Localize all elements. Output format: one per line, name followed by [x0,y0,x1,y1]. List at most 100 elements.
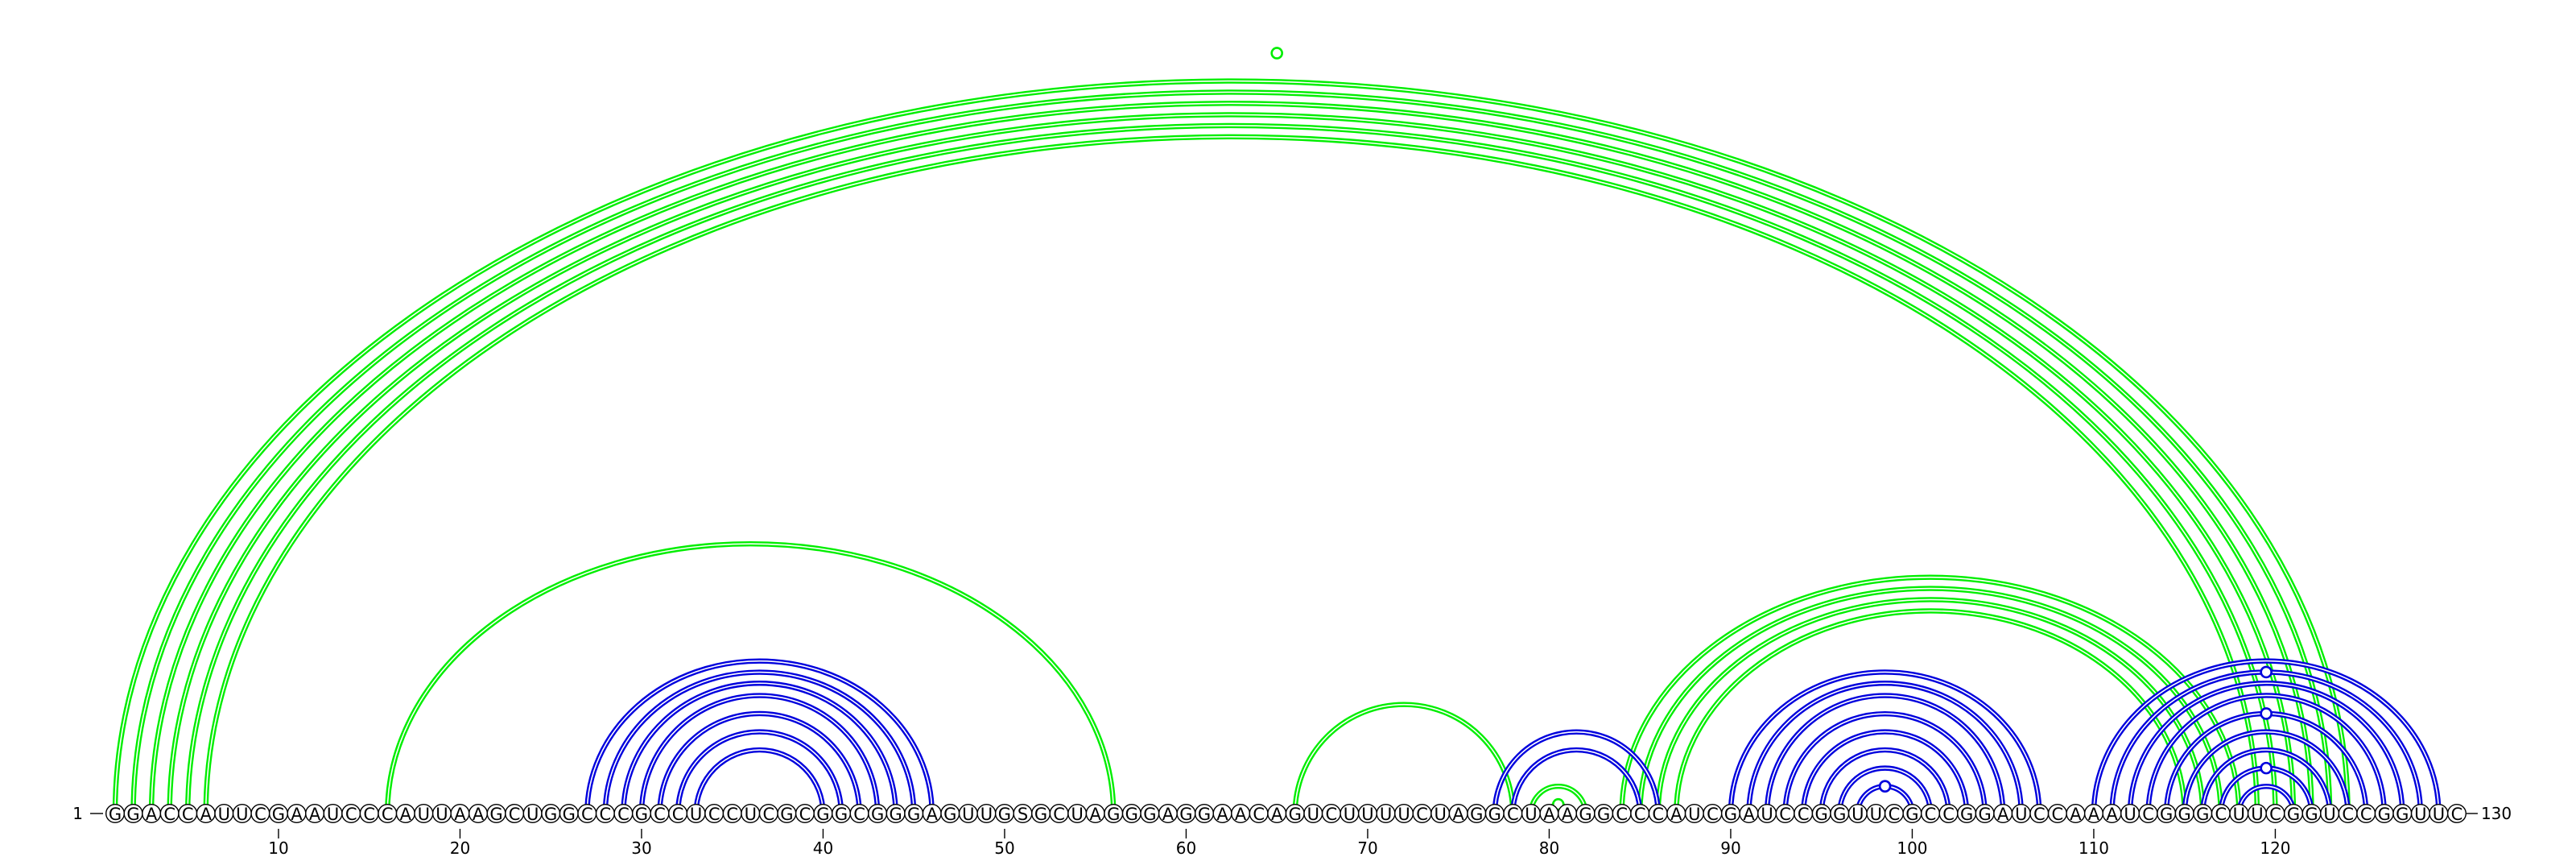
nucleotide: U [1866,804,1886,824]
nucleotide-letter: U [2323,805,2335,824]
nucleotide-letter: G [890,805,902,824]
nucleotide: G [1975,804,1995,824]
nucleotide: C [1938,804,1959,824]
axis-tick-label: 50 [994,838,1014,857]
nucleotide: C [650,804,670,824]
nucleotide: A [1448,804,1468,824]
nucleotide: A [1267,804,1287,824]
axis-tick-label: 100 [1897,838,1927,857]
nucleotide: G [831,804,851,824]
nucleotide: U [958,804,978,824]
nucleotide-letter: C [1798,805,1810,824]
nucleotide: S [1013,804,1033,824]
nucleotide: G [1467,804,1487,824]
nucleotide-letter: C [1652,805,1664,824]
nucleotide: U [323,804,343,824]
nucleotide: U [1340,804,1360,824]
nucleotide: U [522,804,543,824]
blue-pair-arc-core [1784,713,1986,814]
nucleotide: G [2374,804,2394,824]
nucleotide: U [2011,804,2031,824]
nucleotide: C [378,804,398,824]
blue-pair-arc [675,729,844,817]
nucleotide-letter: C [1925,805,1937,824]
nucleotide-letter: C [2215,805,2227,824]
nucleotide: A [395,804,415,824]
nucleotide-letter: G [1597,805,1610,824]
nucleotide-letter: U [745,805,757,824]
nucleotide-letter: G [2396,805,2409,824]
nucleotide-letter: U [690,805,702,824]
nucleotide: C [1920,804,1940,824]
nucleotide-letter: C [1616,805,1628,824]
nucleotide-letter: U [1852,805,1864,824]
nucleotide: G [2392,804,2413,824]
nucleotide: C [341,804,361,824]
nucleotide: U [414,804,434,824]
nucleotide: C [1703,804,1723,824]
nucleotide: G [1121,804,1141,824]
nucleotide-letter: A [1562,805,1574,824]
nucleotide: U [1757,804,1777,824]
nucleotide: U [686,804,706,824]
nucleotide-letter: G [1198,805,1211,824]
nucleotide: G [1176,804,1196,824]
nucleotide-letter: G [998,805,1011,824]
green-arc-layer [112,78,2351,814]
nucleotide: A [469,804,489,824]
nucleotide: A [287,804,307,824]
nucleotide-letter: G [2196,805,2209,824]
nucleotide: U [1376,804,1396,824]
nucleotide-letter: G [1179,805,1192,824]
blue-pair-arc [657,710,862,817]
nucleotide-letter: G [2160,805,2173,824]
blue-pair-arc-core [586,660,933,814]
nucleotide-letter: G [1125,805,1138,824]
nucleotide: C [595,804,615,824]
nucleotide-letter: C [1707,805,1719,824]
nucleotide: G [631,804,651,824]
nucleotide: C [577,804,597,824]
nucleotide: U [1394,804,1414,824]
nucleotide: U [1430,804,1451,824]
nucleotide-letter: G [1815,805,1828,824]
nucleotide-letter: G [2305,805,2318,824]
nucleotide-letter: U [526,805,539,824]
nucleotide: G [1594,804,1614,824]
nucleotide-letter: G [1905,805,1918,824]
nucleotide-letter: G [109,805,122,824]
nucleotide-letter: A [1216,805,1228,824]
nucleotide: G [105,804,125,824]
nucleotide-letter: U [1688,805,1700,824]
nucleotide-letter: C [600,805,612,824]
nucleotide: C [2211,804,2231,824]
axis-tick-label: 110 [2079,838,2109,857]
nucleotide: U [2229,804,2249,824]
nucleotide: G [541,804,561,824]
nucleotide: G [268,804,288,824]
green-pair-arc [134,92,2330,814]
nucleotide-letter: U [436,805,448,824]
noncanonical-pair-marker [2260,665,2273,679]
axis-tick-label: 60 [1176,838,1196,857]
nucleotide-letter: A [2070,805,2082,824]
nucleotide-letter: U [1525,805,1537,824]
nucleotide: G [2157,804,2177,824]
nucleotide: U [2247,804,2267,824]
nucleotide-letter: G [563,805,576,824]
nucleotide-letter: G [907,805,920,824]
nucleotide-letter: U [218,805,230,824]
nucleotide: A [1212,804,1232,824]
nucleotide-letter: G [2287,805,2300,824]
nucleotide-letter: C [726,805,738,824]
nucleotide-letter: G [943,805,956,824]
nucleotide-letter: A [309,805,321,824]
nucleotide: C [2446,804,2467,824]
nucleotide-letter: U [1434,805,1446,824]
noncanonical-pair-marker [2260,707,2273,720]
blue-pair-arc-core [1766,694,2004,814]
nucleotide: G [486,804,506,824]
nucleotide-letter: C [2142,805,2154,824]
nucleotide-letter: A [1670,805,1682,824]
